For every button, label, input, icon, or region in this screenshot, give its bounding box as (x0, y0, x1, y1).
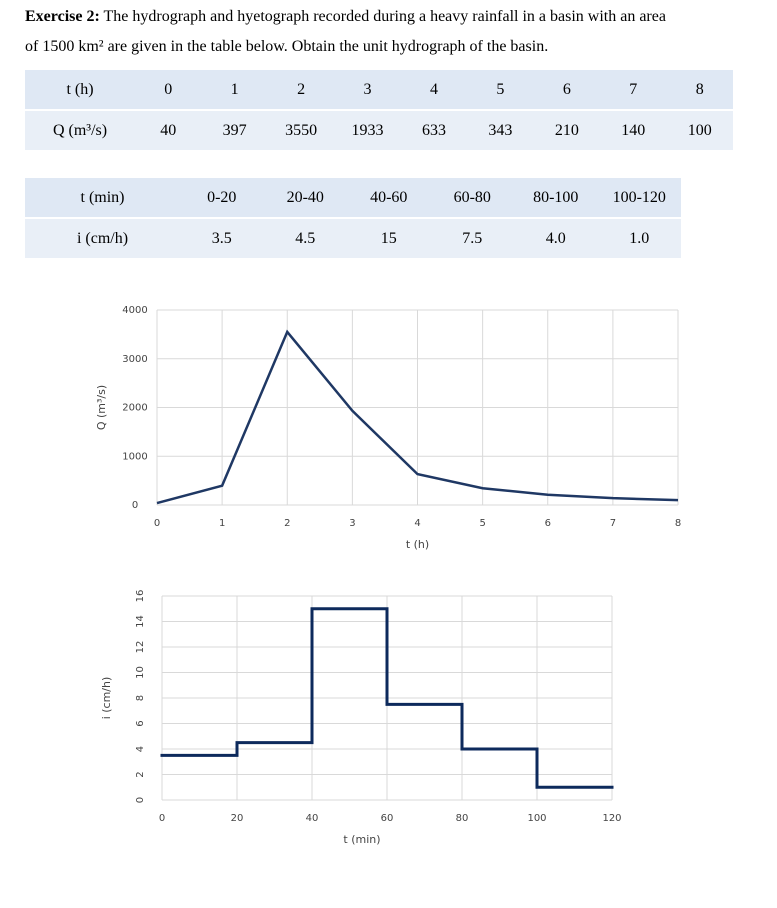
x-tick-label: 20 (231, 813, 244, 824)
table-cell: i (cm/h) (25, 218, 180, 258)
table-cell: 80-100 (514, 178, 598, 219)
exercise-text: The hydrograph and hyetograph recorded d… (103, 8, 666, 25)
y-tick-label: 0 (132, 500, 138, 511)
exercise-line-1: Exercise 2: The hydrograph and hyetograp… (25, 8, 666, 26)
table-cell: 40-60 (347, 178, 431, 219)
table-cell: 397 (201, 110, 268, 150)
table-cell: 1.0 (597, 218, 681, 258)
table-cell: 210 (533, 110, 601, 150)
exercise-line-2: of 1500 km² are given in the table below… (25, 38, 549, 55)
y-tick-label: 4 (135, 746, 146, 752)
x-tick-label: 60 (381, 813, 394, 824)
y-tick-label: 10 (135, 666, 146, 679)
x-tick-label: 40 (306, 813, 319, 824)
y-tick-label: 1000 (122, 451, 147, 462)
table-cell: 7 (600, 70, 667, 111)
y-tick-label: 4000 (122, 305, 147, 316)
x-tick-label: 5 (479, 518, 485, 529)
y-tick-label: 3000 (122, 354, 147, 365)
table-cell: 0 (135, 70, 202, 111)
y-tick-label: 12 (135, 641, 146, 654)
y-axis-label: i (cm/h) (100, 677, 113, 720)
table-cell: 20-40 (263, 178, 347, 219)
table-cell: 7.5 (430, 218, 514, 258)
table-cell: 5 (467, 70, 534, 111)
x-tick-label: 0 (159, 813, 165, 824)
x-tick-label: 80 (456, 813, 469, 824)
table-cell: t (h) (25, 70, 135, 111)
table-cell: 60-80 (430, 178, 514, 219)
y-tick-label: 16 (135, 590, 146, 603)
x-tick-label: 0 (154, 518, 160, 529)
exercise-label: Exercise 2: (25, 8, 100, 25)
x-tick-label: 100 (527, 813, 546, 824)
table-cell: 3 (334, 70, 401, 111)
table-cell: Q (m³/s) (25, 110, 135, 150)
table-cell: 633 (400, 110, 468, 150)
x-tick-label: 120 (602, 813, 621, 824)
hydrograph-line (156, 329, 679, 505)
x-tick-label: 4 (414, 518, 420, 529)
table-row: t (min) 0-20 20-40 40-60 60-80 80-100 100-120 (25, 178, 681, 219)
x-axis-label: t (min) (343, 833, 380, 846)
y-tick-label: 8 (135, 695, 146, 701)
x-axis-label: t (h) (406, 538, 429, 551)
table-cell: 140 (600, 110, 667, 150)
table-cell: 343 (467, 110, 534, 150)
table-row: Q (m³/s) 40 397 3550 1933 633 343 210 140 100 (25, 110, 733, 150)
table-cell: t (min) (25, 178, 180, 219)
table-cell: 6 (533, 70, 601, 111)
hyetograph-table: t (min) 0-20 20-40 40-60 60-80 80-100 100-120 i… (25, 178, 681, 258)
hydrograph-table: t (h) 0 1 2 3 4 5 6 7 8 Q (m³/s) 40 397 3550 1933 633 34… (25, 70, 733, 150)
table-cell: 4 (400, 70, 468, 111)
table-cell: 100 (666, 110, 733, 150)
y-tick-label: 14 (135, 615, 146, 628)
x-tick-label: 8 (675, 518, 681, 529)
table-cell: 8 (666, 70, 733, 111)
table-cell: 4.5 (263, 218, 347, 258)
y-axis-label: Q (m³/s) (95, 385, 108, 430)
x-tick-label: 3 (349, 518, 355, 529)
table-row: t (h) 0 1 2 3 4 5 6 7 8 (25, 70, 733, 111)
table-cell: 100-120 (597, 178, 681, 219)
y-tick-label: 2 (135, 771, 146, 777)
table-cell: 1 (201, 70, 268, 111)
x-tick-label: 2 (284, 518, 290, 529)
table-row: i (cm/h) 3.5 4.5 15 7.5 4.0 1.0 (25, 218, 681, 258)
y-tick-label: 0 (135, 797, 146, 803)
x-tick-label: 6 (545, 518, 551, 529)
table-cell: 3.5 (180, 218, 264, 258)
table-cell: 3550 (267, 110, 335, 150)
table-cell: 15 (347, 218, 431, 258)
table-cell: 2 (267, 70, 335, 111)
table-cell: 0-20 (180, 178, 264, 219)
x-tick-label: 1 (219, 518, 225, 529)
x-tick-label: 7 (610, 518, 616, 529)
y-tick-label: 6 (135, 720, 146, 726)
table-cell: 1933 (334, 110, 401, 150)
y-tick-label: 2000 (122, 403, 147, 414)
table-cell: 40 (135, 110, 202, 150)
table-cell: 4.0 (514, 218, 598, 258)
